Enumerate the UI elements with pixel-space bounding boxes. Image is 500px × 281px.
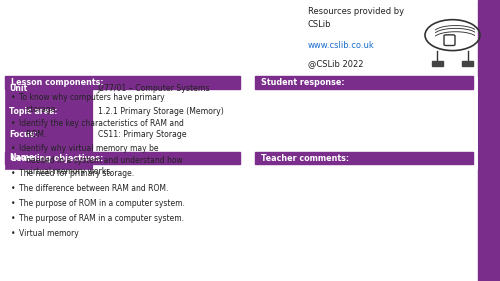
Text: •: • <box>11 144 16 153</box>
Text: Identify why virtual memory may be
   needed in a system and understand how
   v: Identify why virtual memory may be neede… <box>19 144 183 176</box>
Text: •: • <box>11 169 16 178</box>
Bar <box>5 123 92 146</box>
Text: Student response:: Student response: <box>261 78 344 87</box>
Text: www.cslib.co.uk: www.cslib.co.uk <box>308 41 374 50</box>
Bar <box>92 100 476 123</box>
Bar <box>255 152 472 164</box>
Text: •: • <box>11 199 16 208</box>
Text: @CSLib 2022: @CSLib 2022 <box>308 59 363 68</box>
Text: The purpose of RAM in a computer system.: The purpose of RAM in a computer system. <box>19 214 184 223</box>
Bar <box>255 76 472 89</box>
Text: Focus:: Focus: <box>9 130 37 139</box>
Text: 1.2.1 Primary Storage (Memory): 1.2.1 Primary Storage (Memory) <box>98 107 223 116</box>
Text: •: • <box>11 119 16 128</box>
Bar <box>92 77 476 100</box>
Bar <box>5 77 92 100</box>
Bar <box>478 0 500 281</box>
Text: The difference between RAM and ROM.: The difference between RAM and ROM. <box>19 184 169 193</box>
Text: •: • <box>11 229 16 238</box>
Text: Lesson components:: Lesson components: <box>11 78 104 87</box>
Text: Resources provided by
CSLib: Resources provided by CSLib <box>308 7 404 29</box>
Text: The need for primary storage.: The need for primary storage. <box>19 169 134 178</box>
Text: Virtual memory: Virtual memory <box>19 229 79 238</box>
Bar <box>5 146 92 169</box>
Text: Identify the key characteristics of RAM and
   ROM.: Identify the key characteristics of RAM … <box>19 119 184 139</box>
Bar <box>5 152 240 164</box>
Bar <box>5 100 92 123</box>
Text: Teacher comments:: Teacher comments: <box>261 153 349 163</box>
Text: Unit: Unit <box>9 84 27 93</box>
Text: •: • <box>11 214 16 223</box>
Text: CS11: Primary Storage: CS11: Primary Storage <box>98 130 186 139</box>
Text: The purpose of ROM in a computer system.: The purpose of ROM in a computer system. <box>19 199 185 208</box>
Bar <box>92 146 476 169</box>
Bar <box>432 61 443 66</box>
Text: Learning objectives:: Learning objectives: <box>11 153 104 163</box>
Text: J277/01 – Computer Systems: J277/01 – Computer Systems <box>98 84 210 93</box>
Text: To know why computers have primary
   storage.: To know why computers have primary stora… <box>19 93 165 114</box>
Bar <box>5 76 240 89</box>
Text: •: • <box>11 184 16 193</box>
Bar <box>462 61 473 66</box>
Text: Name:: Name: <box>9 153 38 162</box>
Bar <box>92 123 476 146</box>
Text: •: • <box>11 93 16 102</box>
Text: Topic area:: Topic area: <box>9 107 58 116</box>
